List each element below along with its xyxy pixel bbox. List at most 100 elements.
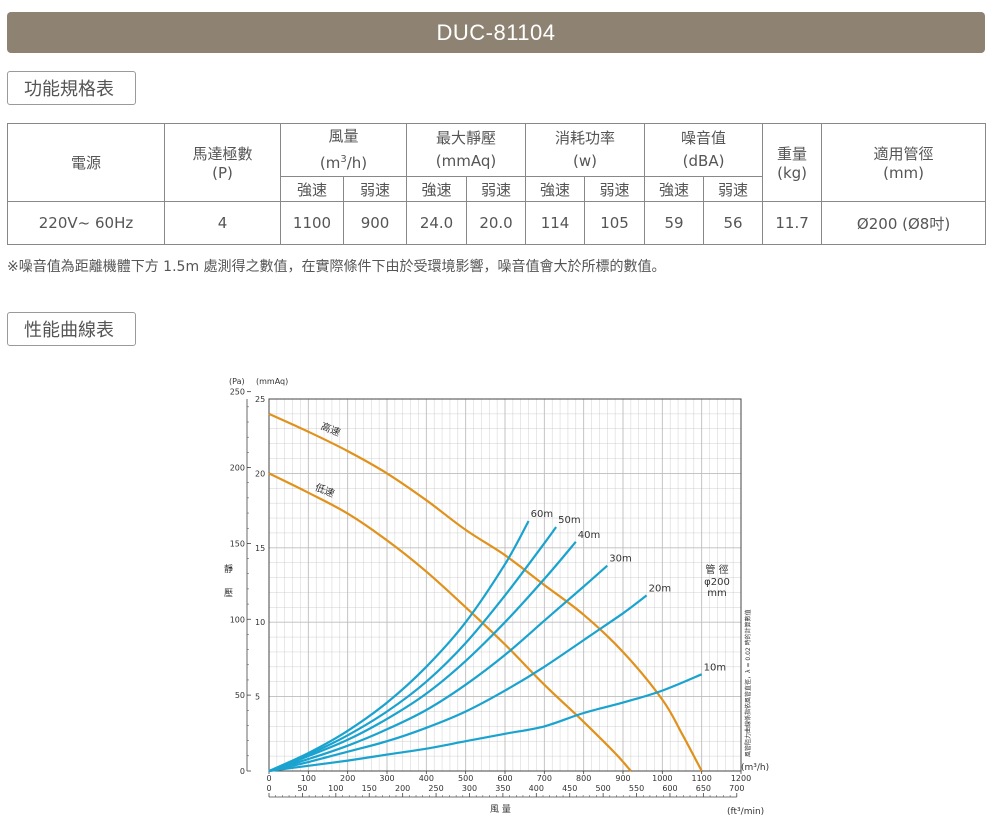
x-tick-label-cfm: 450 <box>562 784 577 793</box>
x-tick-label-m3h: 800 <box>576 774 591 783</box>
series-line-10m <box>268 673 703 773</box>
header-pressure: 最大靜壓 (mmAq) <box>406 123 527 177</box>
series-line-60m <box>268 520 530 773</box>
page-title: DUC-81104 <box>7 12 985 53</box>
x-tick-label-m3h: 0 <box>266 774 271 783</box>
header-airflow: 風量 (m3/h) <box>279 123 408 177</box>
x-axis-label: 風 量 <box>490 804 511 815</box>
header-power: 電源 <box>7 123 165 202</box>
series-label: 50m <box>558 515 580 526</box>
series-label: 60m <box>531 509 553 520</box>
cell-weight: 11.7 <box>762 201 823 245</box>
cell-poles: 4 <box>164 201 281 245</box>
x-tick-label-cfm: 0 <box>266 784 271 793</box>
header-pressure-weak: 弱速 <box>466 176 527 202</box>
x-tick-label-m3h: 900 <box>615 774 630 783</box>
y-tick-label-mmaq: 10 <box>255 618 265 627</box>
noise-note: ※噪音值為距離機體下方 1.5m 處測得之數值，在實際條件下由於受環境影響，噪音… <box>7 259 666 275</box>
x-tick-label-m3h: 300 <box>379 774 394 783</box>
x-tick-label-cfm: 250 <box>428 784 443 793</box>
duct-note-line3: mm <box>707 588 726 599</box>
header-power-strong: 強速 <box>525 176 586 202</box>
cell-duct: Ø200 (Ø8吋) <box>821 201 987 245</box>
cell-power-strong: 114 <box>525 201 586 245</box>
series-label: 30m <box>609 554 631 565</box>
series-line-low-speed <box>268 472 632 772</box>
x-tick-label-m3h: 1200 <box>731 774 751 783</box>
y-unit-mmaq: (mmAq) <box>256 377 288 386</box>
y-tick-label-mmaq: 25 <box>255 395 265 404</box>
cell-pressure-weak: 20.0 <box>466 201 527 245</box>
header-noise-weak: 弱速 <box>703 176 764 202</box>
y-tick-label-pa: 200 <box>230 464 245 473</box>
header-poles: 馬達極數 (P) <box>164 123 281 202</box>
x-tick-label-cfm: 600 <box>662 784 677 793</box>
duct-note-line2: φ200 <box>704 577 730 588</box>
x-tick-label-cfm: 300 <box>462 784 477 793</box>
x-tick-label-cfm: 100 <box>328 784 343 793</box>
y-tick-label-pa: 250 <box>230 388 245 397</box>
series-label: 20m <box>649 583 671 594</box>
x-tick-label-cfm: 700 <box>729 784 744 793</box>
x-unit-m3h: (m³/h) <box>741 763 769 773</box>
chart-curves <box>268 412 703 773</box>
series-line-20m <box>268 594 648 773</box>
cell-airflow-strong: 1100 <box>280 201 344 245</box>
header-power-consumption: 消耗功率 (w) <box>525 123 646 177</box>
table-row: 220V~ 60Hz 4 1100 900 24.0 20.0 114 105 … <box>7 201 987 245</box>
series-label: 40m <box>578 530 600 541</box>
x-tick-label-cfm: 550 <box>629 784 644 793</box>
header-duct: 適用管徑 (mm) <box>821 123 987 202</box>
x-tick-label-m3h: 200 <box>340 774 355 783</box>
y-tick-label-pa: 150 <box>230 539 245 548</box>
y-tick-label-mmaq: 20 <box>255 469 265 478</box>
x-tick-label-cfm: 50 <box>297 784 307 793</box>
cell-noise-strong: 59 <box>644 201 705 245</box>
cell-pressure-strong: 24.0 <box>406 201 468 245</box>
spec-table: 電源 馬達極數 (P) 風量 (m3/h) 最大靜壓 (mmAq) 消耗功率 (w) 噪… <box>7 123 987 245</box>
series-line-high-speed <box>268 412 703 772</box>
curve-section-label: 性能曲線表 <box>7 312 136 346</box>
series-line-40m <box>268 541 577 773</box>
x-tick-label-m3h: 600 <box>497 774 512 783</box>
x-tick-label-cfm: 650 <box>696 784 711 793</box>
x-tick-label-cfm: 400 <box>529 784 544 793</box>
x-tick-label-m3h: 100 <box>301 774 316 783</box>
header-airflow-strong: 強速 <box>280 176 344 202</box>
series-line-50m <box>268 526 557 773</box>
y-axis-label-char: 壓 <box>224 588 233 599</box>
side-note: 風管阻力曲線係指依風管直徑，λ = 0.02 時的計算數值 <box>744 609 752 757</box>
x-tick-label-m3h: 700 <box>537 774 552 783</box>
spec-section-label: 功能規格表 <box>7 71 136 105</box>
y-tick-label-pa: 0 <box>240 767 245 776</box>
y-unit-pa: (Pa) <box>229 377 245 386</box>
header-noise-strong: 強速 <box>644 176 705 202</box>
x-tick-label-m3h: 1100 <box>691 774 711 783</box>
cell-noise-weak: 56 <box>703 201 764 245</box>
x-tick-label-cfm: 150 <box>362 784 377 793</box>
y-axis-label-char: 靜 <box>224 563 233 575</box>
x-tick-label-cfm: 350 <box>495 784 510 793</box>
header-airflow-weak: 弱速 <box>342 176 408 202</box>
series-line-30m <box>268 564 609 773</box>
header-pressure-strong: 強速 <box>406 176 468 202</box>
y-tick-label-pa: 50 <box>235 691 245 700</box>
header-noise: 噪音值 (dBA) <box>644 123 764 177</box>
x-unit-ft3min: (ft³/min) <box>727 807 764 817</box>
y-tick-label-mmaq: 5 <box>255 693 260 702</box>
series-label: 高速 <box>319 419 342 439</box>
series-label: 10m <box>704 662 726 673</box>
duct-note-line1: 管 徑 <box>705 563 728 576</box>
x-tick-label-m3h: 500 <box>458 774 473 783</box>
cell-power: 220V~ 60Hz <box>7 201 165 245</box>
cell-power-weak: 105 <box>584 201 646 245</box>
header-power-weak: 弱速 <box>584 176 646 202</box>
header-weight: 重量 (kg) <box>762 123 823 202</box>
chart-axes <box>246 391 742 798</box>
x-tick-label-cfm: 200 <box>395 784 410 793</box>
cell-airflow-weak: 900 <box>342 201 408 245</box>
y-tick-label-pa: 100 <box>230 615 245 624</box>
y-tick-label-mmaq: 15 <box>255 544 265 553</box>
